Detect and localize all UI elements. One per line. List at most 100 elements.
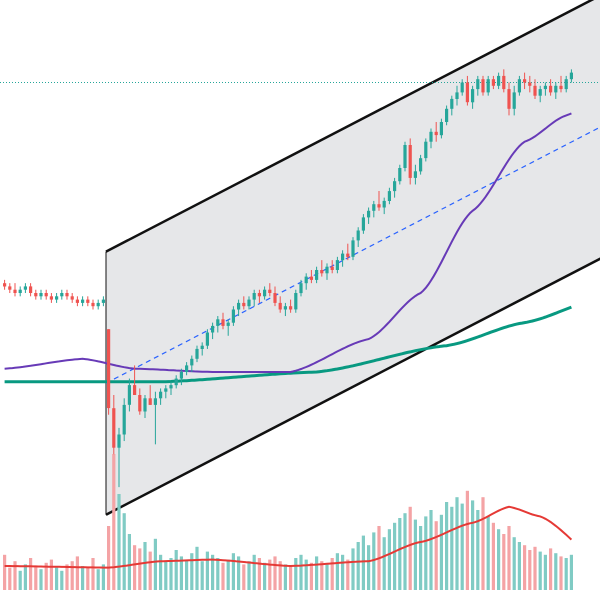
volume-bar xyxy=(465,490,469,590)
volume-bar xyxy=(242,564,246,590)
candle-body xyxy=(335,260,339,270)
candle xyxy=(455,85,459,106)
candle-body xyxy=(419,158,423,172)
volume-bar xyxy=(346,559,350,590)
volume-bar xyxy=(226,559,230,590)
candle-body xyxy=(398,168,402,182)
candle xyxy=(39,289,43,300)
candle xyxy=(44,289,48,300)
volume-bar xyxy=(413,519,417,590)
volume-bar xyxy=(429,510,433,590)
volume-bar xyxy=(408,506,412,590)
volume-bar xyxy=(127,534,131,590)
volume-ma-line xyxy=(4,505,573,569)
candle xyxy=(346,243,350,261)
volume-bar xyxy=(81,566,85,590)
volume-bar xyxy=(195,546,199,590)
volume-bar xyxy=(39,569,43,590)
candle-body xyxy=(200,345,204,349)
candle xyxy=(60,289,64,300)
candle-body xyxy=(55,296,59,300)
volume-bar xyxy=(361,535,365,590)
candle-body xyxy=(377,204,381,208)
channel-lower-line xyxy=(105,257,600,516)
candle-body xyxy=(450,98,454,109)
candle xyxy=(419,154,423,175)
candle xyxy=(273,286,277,307)
candle-body xyxy=(361,217,365,231)
candle-body xyxy=(29,286,33,293)
candle-body xyxy=(528,82,532,86)
candle xyxy=(450,95,454,116)
candle xyxy=(18,286,22,297)
candle xyxy=(195,345,199,363)
candle-body xyxy=(517,79,521,93)
candle xyxy=(320,260,324,277)
candle-body xyxy=(34,293,38,297)
candle-body xyxy=(169,385,173,389)
candle xyxy=(361,214,365,234)
candle-body xyxy=(112,408,116,448)
volume-bar xyxy=(549,548,553,590)
candle-body xyxy=(127,385,131,405)
channel-middle-line xyxy=(105,126,600,384)
volume-bar xyxy=(205,551,209,590)
candle-body xyxy=(445,108,449,122)
candle xyxy=(523,72,527,90)
candle-body xyxy=(549,85,553,93)
volume-bar xyxy=(65,564,69,590)
volume-bar xyxy=(153,538,157,590)
volume-bar xyxy=(439,514,443,590)
candle xyxy=(148,385,152,405)
candle-body xyxy=(268,289,272,293)
candle-body xyxy=(481,79,485,93)
volume-bar xyxy=(455,497,459,590)
candle-body xyxy=(341,253,345,261)
volume-bar xyxy=(543,554,547,590)
volume-bar xyxy=(86,567,90,590)
candle-body xyxy=(96,302,100,307)
volume-bar xyxy=(117,494,121,590)
volume-bar xyxy=(309,562,313,590)
volume-bar xyxy=(393,522,397,590)
candle xyxy=(211,322,215,340)
candle-body xyxy=(237,302,241,310)
volume-bar xyxy=(434,521,438,590)
volume-bar xyxy=(34,566,38,590)
volume-bar xyxy=(143,542,147,590)
candle xyxy=(408,138,412,185)
candle-body xyxy=(148,398,152,405)
volume-bar xyxy=(185,559,189,590)
candle-body xyxy=(226,322,230,326)
candle-body xyxy=(393,181,397,192)
candle xyxy=(569,69,573,83)
volume-bar xyxy=(18,570,22,590)
candle xyxy=(460,79,464,96)
candle xyxy=(315,266,319,284)
volume-bar xyxy=(101,564,105,590)
volume-bar xyxy=(60,570,64,590)
volume-bar xyxy=(486,516,490,590)
candle xyxy=(335,256,339,274)
volume-bar xyxy=(44,562,48,590)
candle xyxy=(445,105,449,126)
candle xyxy=(86,296,90,307)
candle xyxy=(424,138,428,162)
candle xyxy=(107,329,111,415)
candle xyxy=(231,306,235,326)
candle-body xyxy=(320,270,324,274)
candle-body xyxy=(315,270,319,280)
candle xyxy=(169,381,173,395)
volume-bar xyxy=(174,550,178,590)
volume-bar xyxy=(216,558,220,590)
volume-bar xyxy=(294,558,298,590)
volume-bar xyxy=(471,500,475,590)
candle-body xyxy=(502,75,506,90)
candle-body xyxy=(75,299,79,303)
candle xyxy=(278,296,282,313)
volume-bar xyxy=(351,548,355,590)
candle-body xyxy=(559,85,563,90)
candle-body xyxy=(13,289,17,293)
candle-body xyxy=(471,89,475,103)
candle-body xyxy=(252,293,256,300)
